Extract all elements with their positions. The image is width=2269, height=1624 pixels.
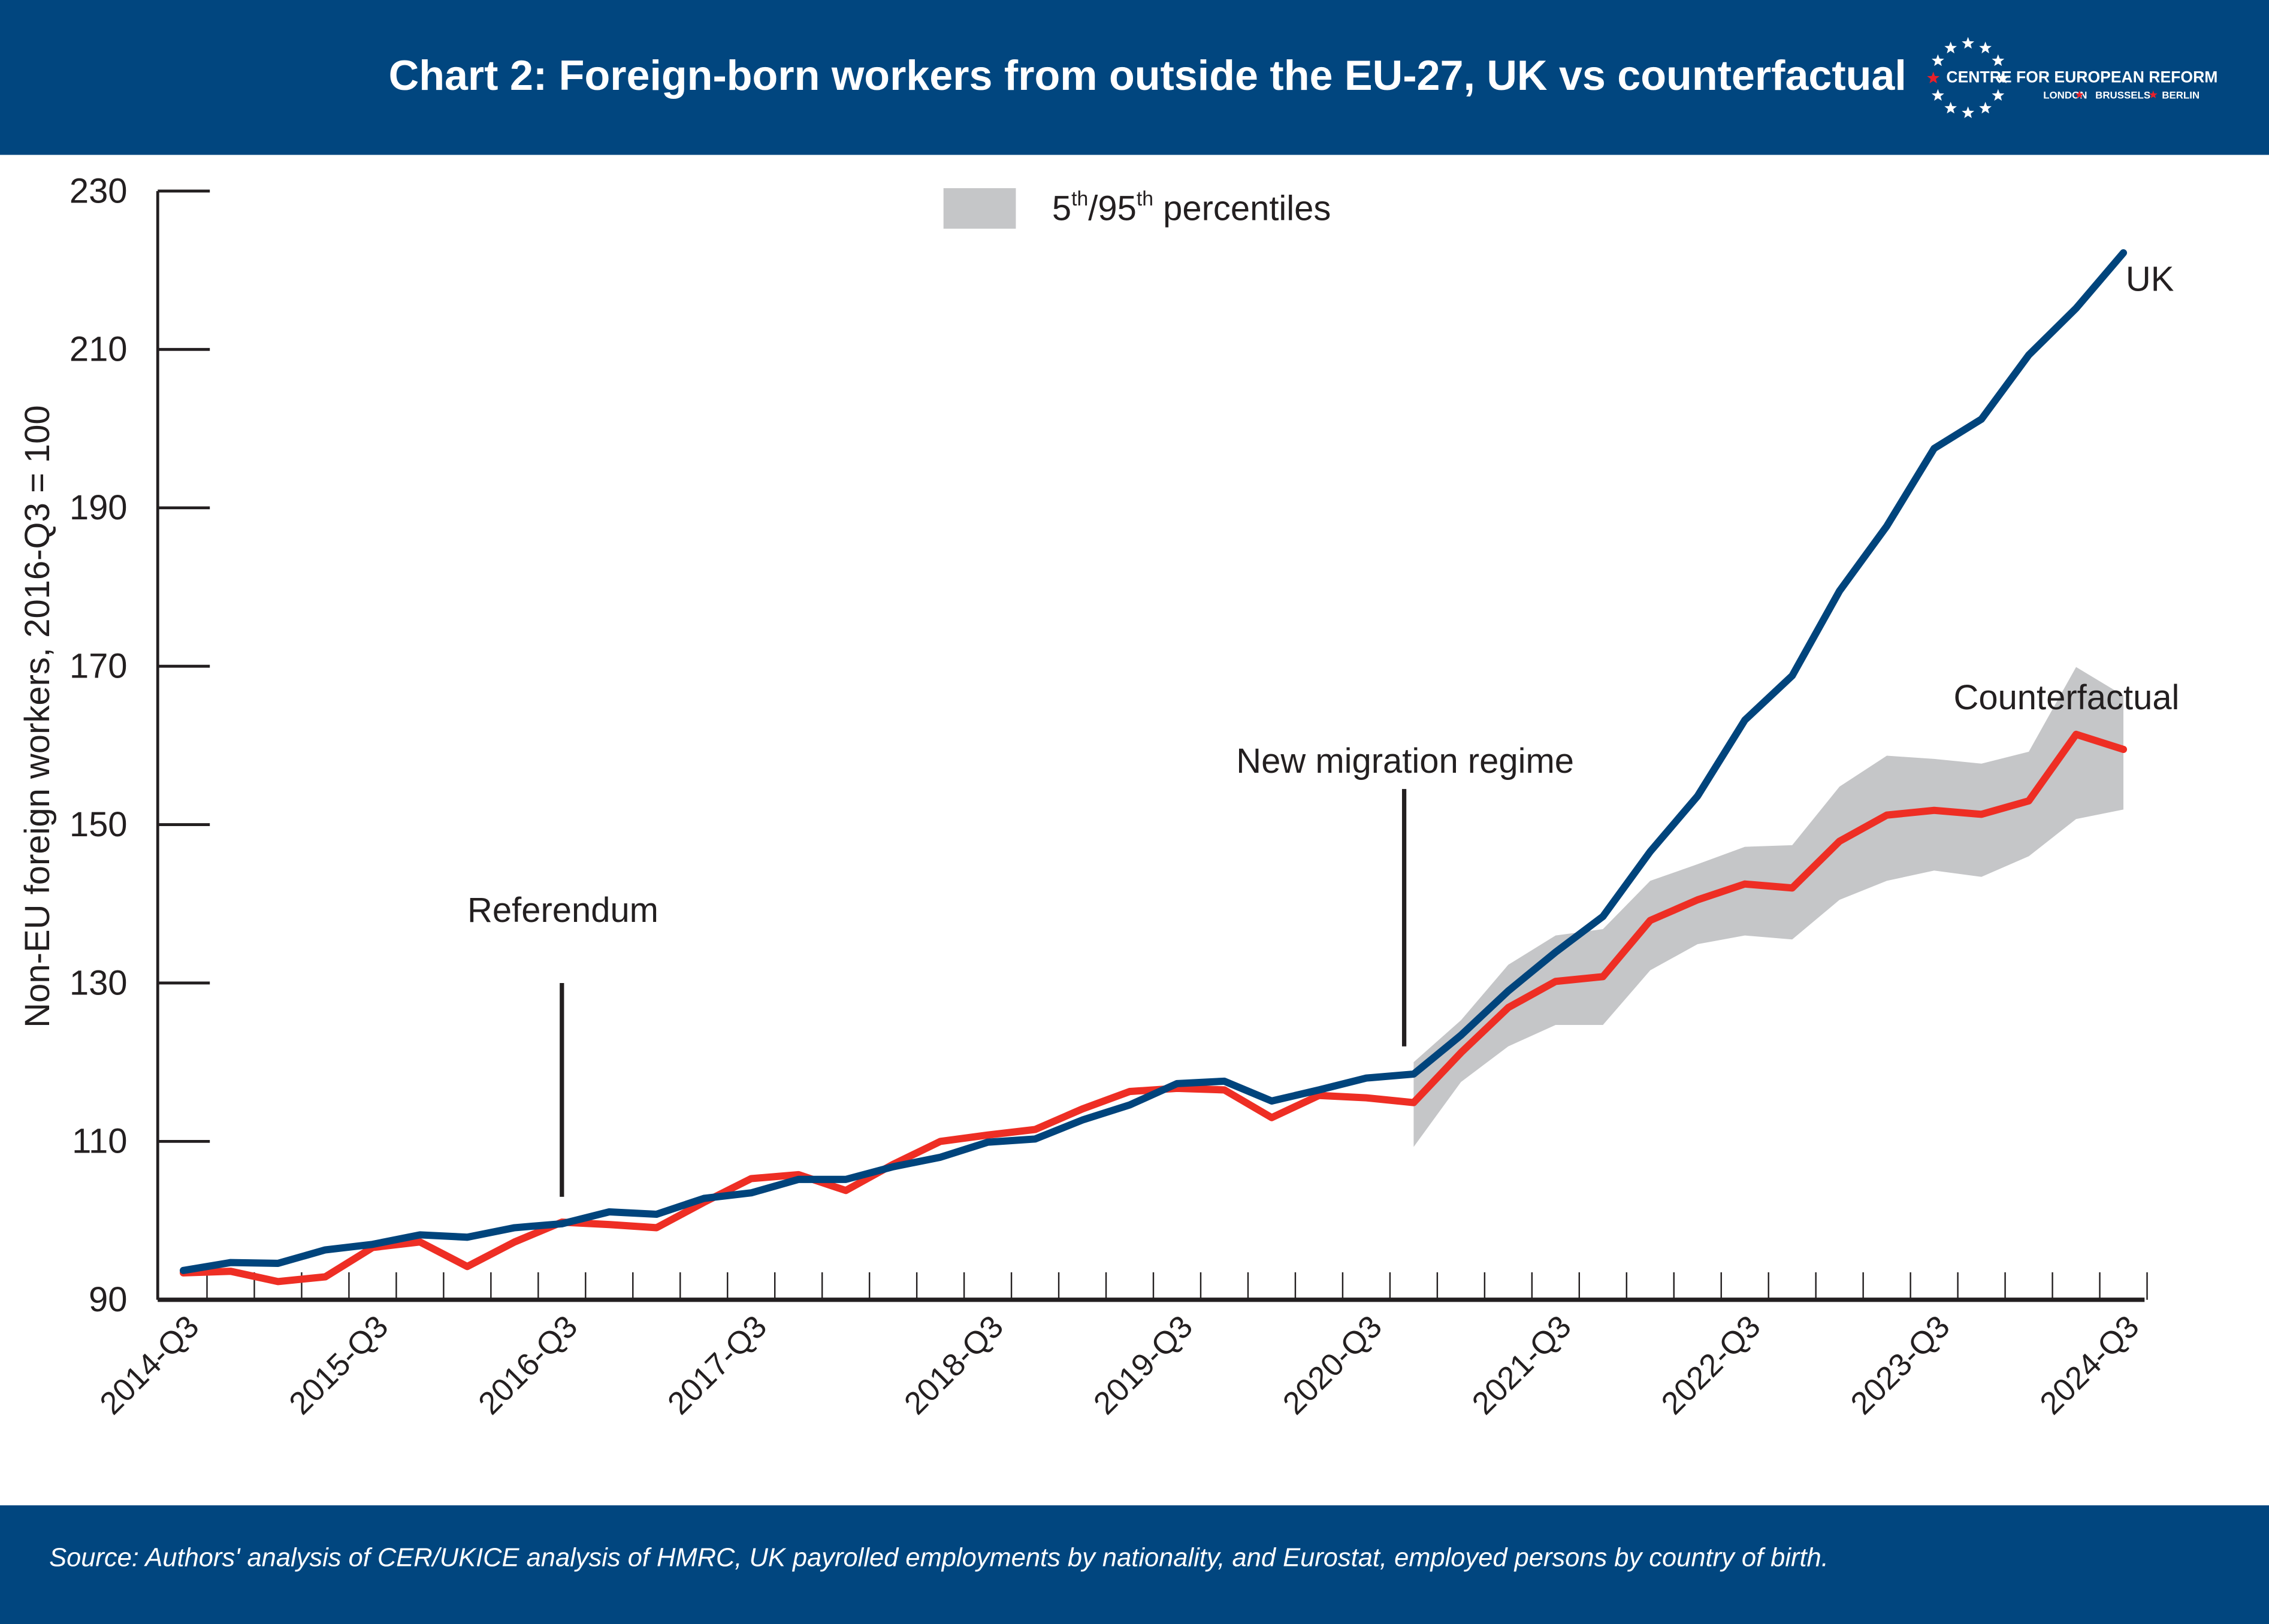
x-tick-label: 2018-Q3 xyxy=(898,1309,1010,1422)
y-tick-label: 110 xyxy=(72,1123,127,1161)
logo-name: CENTRE FOR EUROPEAN REFORM xyxy=(1946,68,2217,86)
star-icon xyxy=(1992,89,2005,101)
star-icon xyxy=(2149,90,2158,99)
legend-swatch-band xyxy=(943,188,1016,229)
legend: 5th/95th percentiles xyxy=(943,187,1331,229)
y-tick-label: 150 xyxy=(70,806,128,844)
x-tick-label: 2017-Q3 xyxy=(661,1309,774,1422)
star-icon xyxy=(1962,37,1975,49)
legend-label-band: 5th/95th percentiles xyxy=(1052,187,1331,228)
x-tick-label: 2020-Q3 xyxy=(1276,1309,1389,1422)
plot-area: 90 110 130 150 170 190 210 230 2014-Q3 2015-Q3 201… xyxy=(70,172,2148,1422)
header-bar xyxy=(0,0,2269,155)
x-tick-label: 2021-Q3 xyxy=(1466,1309,1578,1422)
y-tick-label: 210 xyxy=(70,331,128,369)
x-tick-label: 2024-Q3 xyxy=(2034,1309,2146,1422)
footer-bar xyxy=(0,1505,2269,1624)
star-icon xyxy=(2075,90,2084,99)
x-tick-label: 2014-Q3 xyxy=(93,1309,206,1422)
series-label-uk: UK xyxy=(2126,261,2174,299)
star-icon xyxy=(1932,89,1944,101)
star-icon xyxy=(1962,106,1975,119)
star-icon xyxy=(1992,54,2005,66)
x-tick-label: 2022-Q3 xyxy=(1655,1309,1768,1422)
logo-city-berlin: BERLIN xyxy=(2162,89,2199,101)
star-icon xyxy=(1944,101,1957,114)
y-tick-label: 170 xyxy=(70,647,128,685)
series-label-counterfactual: Counterfactual xyxy=(1953,679,2179,717)
star-icon xyxy=(1996,71,2009,84)
series-line-uk xyxy=(179,249,2128,1274)
y-tick-label: 130 xyxy=(70,964,128,1002)
x-tick-label: 2023-Q3 xyxy=(1844,1309,1957,1422)
star-icon xyxy=(1979,101,1992,114)
annotation-referendum: Referendum xyxy=(467,891,658,930)
x-tick-label: 2015-Q3 xyxy=(283,1309,395,1422)
series-line-counterfactual xyxy=(179,730,2128,1286)
chart-title: Chart 2: Foreign-born workers from outsi… xyxy=(389,52,1907,99)
percentile-band xyxy=(1413,667,2124,1147)
y-tick-label: 230 xyxy=(70,172,128,210)
x-tick-label: 2016-Q3 xyxy=(472,1309,584,1422)
y-tick-label: 190 xyxy=(70,489,128,527)
y-axis-label: Non-EU foreign workers, 2016-Q3 = 100 xyxy=(19,405,57,1027)
star-icon xyxy=(1927,71,1940,84)
star-icon xyxy=(1944,41,1957,54)
y-tick-label: 90 xyxy=(89,1281,127,1319)
annotation-new-migration-regime: New migration regime xyxy=(1236,742,1574,781)
x-tick-label: 2019-Q3 xyxy=(1087,1309,1200,1422)
logo-city-brussels: BRUSSELS xyxy=(2095,89,2150,101)
star-icon xyxy=(1979,41,1992,54)
cer-logo: CENTRE FOR EUROPEAN REFORM LONDON BRUSSE… xyxy=(1927,37,2217,119)
source-note: Source: Authors' analysis of CER/UKICE a… xyxy=(49,1543,1829,1572)
star-icon xyxy=(1932,54,1944,66)
logo-city-london: LONDON xyxy=(2043,89,2087,101)
